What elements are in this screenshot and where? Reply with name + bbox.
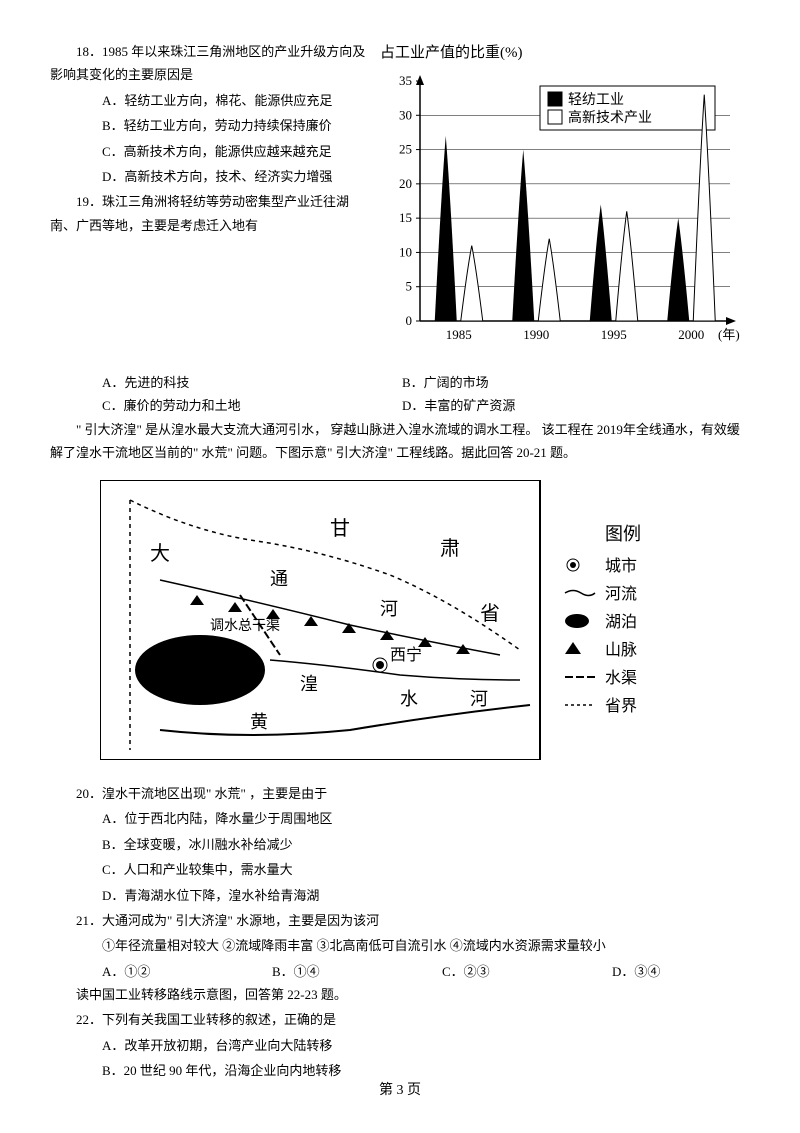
svg-text:5: 5 <box>406 279 413 294</box>
svg-text:15: 15 <box>399 210 412 225</box>
chart-title: 占工业产值的比重(%) <box>380 40 750 67</box>
svg-text:(年): (年) <box>718 327 740 342</box>
q21-text: 21．大通河成为" 引大济湟" 水源地，主要是因为该河 <box>50 909 750 932</box>
svg-text:河流: 河流 <box>605 585 637 603</box>
svg-text:1990: 1990 <box>523 327 549 342</box>
svg-text:城市: 城市 <box>605 557 637 575</box>
svg-text:调水总干渠: 调水总干渠 <box>210 618 280 634</box>
svg-text:30: 30 <box>399 107 412 122</box>
q19-option-b: B．广阔的市场 <box>350 371 489 394</box>
svg-text:河: 河 <box>380 599 398 619</box>
svg-text:湟: 湟 <box>300 674 318 694</box>
passage-1: " 引大济湟" 是从湟水最大支流大通河引水， 穿越山脉进入湟水流域的调水工程。 … <box>50 418 750 465</box>
svg-text:1995: 1995 <box>601 327 627 342</box>
svg-text:图例: 图例 <box>605 524 641 544</box>
q18-option-a: A．轻纺工业方向，棉花、能源供应充足 <box>50 89 370 112</box>
svg-text:水: 水 <box>400 689 418 709</box>
q21-option-b: B．①④ <box>220 960 390 983</box>
svg-text:省界: 省界 <box>605 697 637 715</box>
svg-text:大: 大 <box>150 542 170 565</box>
svg-text:2000: 2000 <box>678 327 704 342</box>
map-diagram: 大甘肃省通河调水总干渠西宁湟水河黄图例城市河流湖泊山脉水渠省界 <box>100 480 700 760</box>
svg-text:0: 0 <box>406 313 413 328</box>
svg-text:25: 25 <box>399 142 412 157</box>
svg-text:35: 35 <box>399 73 412 88</box>
q22-option-a: A．改革开放初期，台湾产业向大陆转移 <box>50 1034 750 1057</box>
q21-items: ①年径流量相对较大 ②流域降雨丰富 ③北高南低可自流引水 ④流域内水资源需求量较… <box>50 934 750 957</box>
svg-text:轻纺工业: 轻纺工业 <box>568 92 624 108</box>
svg-text:湖泊: 湖泊 <box>605 613 637 631</box>
q19-option-a: A．先进的科技 <box>50 371 350 394</box>
svg-text:1985: 1985 <box>446 327 472 342</box>
q22-text: 22．下列有关我国工业转移的叙述，正确的是 <box>50 1008 750 1031</box>
svg-text:高新技术产业: 高新技术产业 <box>568 109 652 126</box>
q20-option-a: A．位于西北内陆，降水量少于周围地区 <box>50 807 750 830</box>
q21-option-d: D．③④ <box>560 960 660 983</box>
svg-text:水渠: 水渠 <box>605 669 637 687</box>
q20-option-b: B．全球变暖，冰川融水补给减少 <box>50 833 750 856</box>
q18-option-d: D．高新技术方向，技术、经济实力增强 <box>50 165 370 188</box>
q20-option-c: C．人口和产业较集中，需水量大 <box>50 858 750 881</box>
svg-text:山脉: 山脉 <box>605 641 637 659</box>
passage-2: 读中国工业转移路线示意图，回答第 22-23 题。 <box>50 983 750 1006</box>
svg-text:通: 通 <box>270 569 288 589</box>
q21-option-a: A．①② <box>50 960 220 983</box>
svg-text:肃: 肃 <box>440 537 460 560</box>
q21-option-c: C．②③ <box>390 960 560 983</box>
q18-option-b: B．轻纺工业方向，劳动力持续保持廉价 <box>50 114 370 137</box>
bar-chart: 0 5 10 15 20 25 30 35 轻纺工业高新技术产业 1985 1990 1995 2000… <box>380 71 750 371</box>
page-footer: 第 3 页 <box>0 1078 800 1103</box>
q19-option-c: C．廉价的劳动力和土地 <box>50 394 350 417</box>
svg-text:省: 省 <box>480 602 500 625</box>
svg-text:黄: 黄 <box>250 712 268 732</box>
q20-text: 20．湟水干流地区出现" 水荒" ，主要是由于 <box>50 782 750 805</box>
q20-option-d: D．青海湖水位下降，湟水补给青海湖 <box>50 884 750 907</box>
svg-text:10: 10 <box>399 244 412 259</box>
svg-text:河: 河 <box>470 689 488 709</box>
svg-text:西宁: 西宁 <box>390 646 422 664</box>
svg-text:甘: 甘 <box>330 517 350 540</box>
svg-text:20: 20 <box>399 176 412 191</box>
q19-text: 19．珠江三角洲将轻纺等劳动密集型产业迁往湖南、广西等地，主要是考虑迁入地有 <box>50 190 370 237</box>
q19-option-d: D．丰富的矿产资源 <box>350 394 515 417</box>
q18-text: 18．1985 年以来珠江三角洲地区的产业升级方向及影响其变化的主要原因是 <box>50 40 370 87</box>
q18-option-c: C．高新技术方向，能源供应越来越充足 <box>50 140 370 163</box>
